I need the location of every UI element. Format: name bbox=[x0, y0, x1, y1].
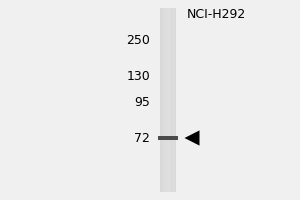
Text: 250: 250 bbox=[126, 33, 150, 46]
Text: 130: 130 bbox=[126, 71, 150, 84]
Bar bbox=[173, 8, 174, 192]
Text: NCI-H292: NCI-H292 bbox=[186, 8, 246, 21]
Bar bbox=[175, 8, 176, 192]
Bar bbox=[158, 136, 178, 140]
Bar bbox=[163, 8, 164, 192]
Bar bbox=[160, 8, 161, 192]
Bar bbox=[166, 8, 167, 192]
Bar bbox=[161, 8, 162, 192]
Text: 72: 72 bbox=[134, 132, 150, 144]
Bar bbox=[162, 8, 163, 192]
Bar bbox=[174, 8, 175, 192]
Polygon shape bbox=[184, 130, 200, 146]
Bar bbox=[160, 8, 176, 192]
Bar bbox=[167, 8, 168, 192]
Text: 95: 95 bbox=[134, 96, 150, 108]
Bar bbox=[168, 8, 169, 192]
Bar bbox=[169, 8, 170, 192]
Bar bbox=[176, 8, 177, 192]
Bar bbox=[170, 8, 172, 192]
Bar bbox=[164, 8, 166, 192]
